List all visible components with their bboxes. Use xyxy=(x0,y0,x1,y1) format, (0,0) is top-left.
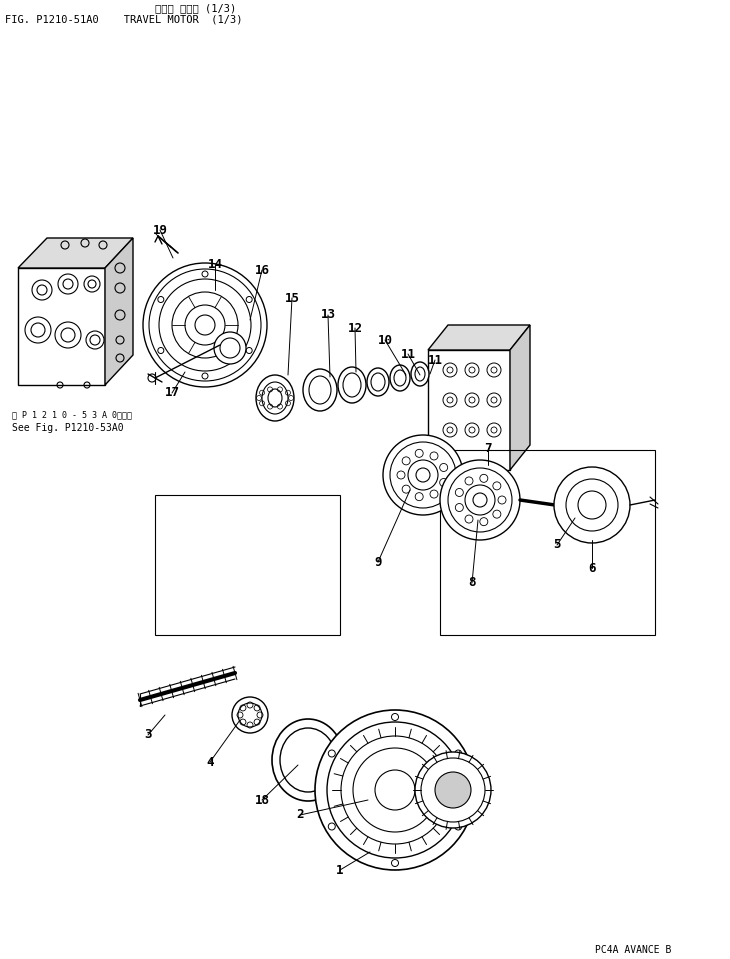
Text: 縮 P 1 2 1 0 - 5 3 A 0図参照: 縮 P 1 2 1 0 - 5 3 A 0図参照 xyxy=(12,410,132,419)
Text: 19: 19 xyxy=(153,223,167,237)
Ellipse shape xyxy=(303,369,337,411)
Circle shape xyxy=(315,710,475,870)
Text: 5: 5 xyxy=(553,539,561,551)
Polygon shape xyxy=(18,268,105,385)
Circle shape xyxy=(440,460,520,540)
Text: 11: 11 xyxy=(401,347,415,361)
Circle shape xyxy=(143,263,267,387)
Circle shape xyxy=(415,752,491,828)
Text: 7: 7 xyxy=(484,441,492,455)
Text: 6: 6 xyxy=(588,562,596,574)
Ellipse shape xyxy=(411,362,429,386)
Polygon shape xyxy=(105,238,133,385)
Ellipse shape xyxy=(256,375,294,421)
Text: 17: 17 xyxy=(164,386,180,400)
Circle shape xyxy=(232,697,268,733)
Text: 1: 1 xyxy=(337,863,344,877)
Text: 8: 8 xyxy=(468,576,476,590)
Circle shape xyxy=(383,435,463,515)
Polygon shape xyxy=(510,325,530,470)
Text: FIG. P1210-51A0    TRAVEL MOTOR  (1/3): FIG. P1210-51A0 TRAVEL MOTOR (1/3) xyxy=(5,15,242,25)
Ellipse shape xyxy=(272,719,344,801)
Circle shape xyxy=(554,467,630,543)
Polygon shape xyxy=(428,325,530,350)
Text: 16: 16 xyxy=(255,264,269,276)
Text: PC4A AVANCE B: PC4A AVANCE B xyxy=(595,945,672,955)
Text: 3: 3 xyxy=(145,729,152,741)
Text: 11: 11 xyxy=(428,354,442,366)
Text: 4: 4 xyxy=(207,756,214,768)
Circle shape xyxy=(435,772,471,808)
Text: 12: 12 xyxy=(347,321,363,335)
Text: See Fig. P1210-53A0: See Fig. P1210-53A0 xyxy=(12,423,123,433)
Text: スコウ モータ (1/3): スコウ モータ (1/3) xyxy=(155,3,237,13)
Circle shape xyxy=(214,332,246,364)
Text: 2: 2 xyxy=(296,808,304,822)
Text: 13: 13 xyxy=(320,309,336,321)
Text: 9: 9 xyxy=(374,555,382,569)
Ellipse shape xyxy=(367,368,389,396)
Text: 14: 14 xyxy=(207,259,223,271)
Ellipse shape xyxy=(390,365,410,391)
Polygon shape xyxy=(18,238,133,268)
Ellipse shape xyxy=(338,367,366,403)
Text: 18: 18 xyxy=(255,793,269,807)
Polygon shape xyxy=(428,350,510,470)
Text: 15: 15 xyxy=(285,292,299,305)
Text: 10: 10 xyxy=(377,334,393,346)
